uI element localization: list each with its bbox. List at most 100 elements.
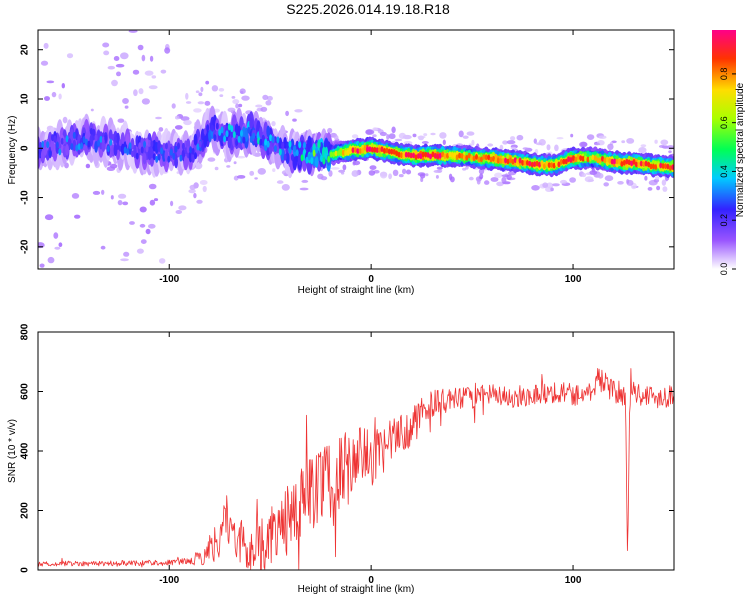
ridge-cell [281,141,285,149]
ridge-cell [138,142,142,150]
ridge-cell [312,149,316,157]
noise-speckle [294,109,303,113]
ridge-cell [314,156,319,168]
ridge-cell [307,153,311,161]
noise-speckle [226,165,231,168]
noise-speckle [137,44,144,51]
noise-speckle [647,187,653,191]
ridge-cell [259,126,263,139]
noise-speckle [199,180,208,185]
noise-speckle [584,176,594,183]
noise-speckle [205,80,210,85]
ridge-cell [242,136,246,144]
noise-speckle [379,131,387,137]
ridge-cell [399,152,403,159]
ridge-cell [501,158,505,164]
ridge-cell [123,146,127,154]
ridge-cell [261,135,265,143]
ridge-cell [77,143,81,151]
ridge-cell [191,147,195,155]
ridge-cell [666,163,670,170]
y-tick-label: -10 [20,190,31,205]
noise-speckle [58,93,62,100]
noise-speckle [388,133,396,140]
noise-speckle [644,175,648,181]
spectrogram-y-label: Frequency (Hz) [7,116,18,185]
noise-speckle [501,176,507,184]
noise-speckle [53,232,59,239]
y-tick-label: 800 [20,323,31,340]
noise-speckle [351,134,359,139]
noise-speckle [603,182,609,187]
noise-speckle [394,138,403,142]
noise-speckle [139,206,147,213]
ridge-cell [70,128,74,141]
noise-speckle [102,42,110,48]
ridge-cell [247,126,251,134]
ridge-cell [433,152,437,159]
ridge-cell [150,140,154,148]
ridge-cell [283,153,287,161]
ridge-cell [169,148,173,156]
y-tick-label: 0 [20,567,31,573]
noise-speckle [66,53,74,59]
x-tick-label: 100 [565,575,582,586]
ridge-cell [162,142,166,150]
noise-speckle [570,133,574,138]
noise-speckle [542,182,549,188]
ridge-cell [475,154,478,160]
x-tick-label: 0 [368,575,374,586]
ridge-cell [218,129,222,136]
ridge-cell [177,142,180,150]
noise-speckle [435,175,439,179]
ridge-cell [492,155,495,162]
noise-speckle [425,173,429,177]
colorbar-tick-label: 0.8 [719,68,729,81]
ridge-cell [591,154,595,161]
noise-speckle [506,174,512,181]
noise-speckle [175,210,183,214]
noise-speckle [522,147,529,150]
noise-speckle [301,179,309,183]
noise-speckle [351,170,359,177]
ridge-cell [351,147,355,154]
ridge-cell [545,160,549,167]
ridge-cell [315,146,319,154]
y-tick-label: 400 [20,442,31,459]
noise-speckle [392,169,399,176]
ridge-cell [416,153,420,159]
noise-speckle [546,144,551,151]
ridge-cell [402,152,406,159]
y-tick-label: 10 [20,93,31,105]
noise-speckle [117,118,125,123]
noise-speckle [439,132,447,139]
ridge-cell [215,122,219,130]
ridge-cell [615,158,619,165]
noise-speckle [145,228,151,235]
ridge-cell [80,142,84,150]
ridge-cell [172,152,176,160]
noise-speckle [92,190,101,195]
noise-speckle [141,54,146,62]
noise-speckle [509,136,516,141]
ridge-cell [305,156,309,164]
ridge-cell [496,157,500,164]
noise-speckle [412,133,417,138]
ridge-cell [513,157,517,164]
ridge-cell [557,161,561,168]
noise-speckle [139,223,146,228]
noise-speckle [479,173,484,180]
noise-speckle [58,242,63,247]
noise-speckle [74,214,81,219]
ridge-cell [232,131,236,139]
ridge-cell [142,152,147,165]
ridge-cell [116,143,120,150]
ridge-cell [664,163,667,170]
ridge-cell [494,157,498,164]
ridge-cell [521,159,525,166]
ridge-cell [409,152,413,159]
noise-speckle [478,168,485,175]
noise-speckle [285,110,289,117]
noise-speckle [113,56,120,61]
